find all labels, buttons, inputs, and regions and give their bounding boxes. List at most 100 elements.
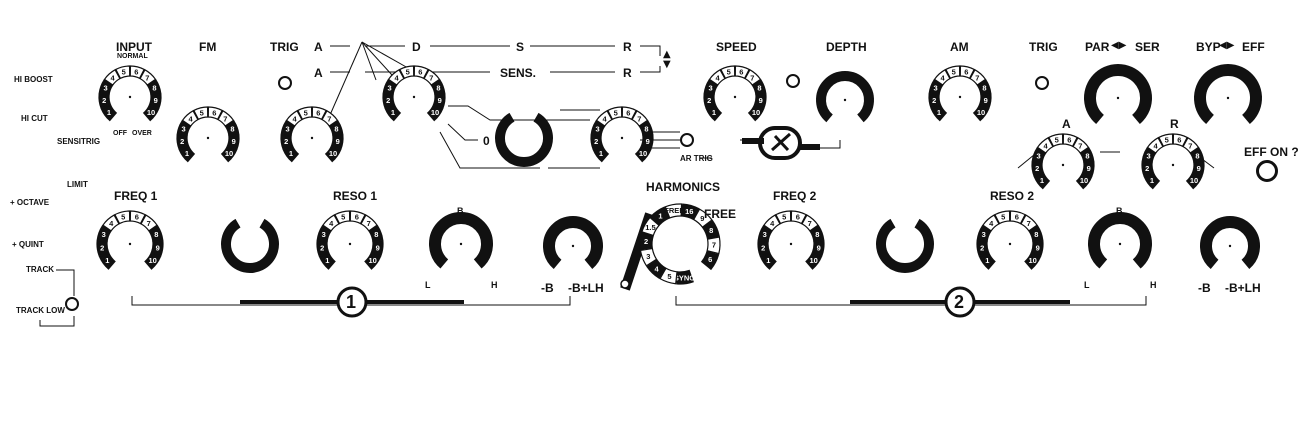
track-led-button[interactable] bbox=[65, 297, 79, 311]
harmonics-segment bbox=[706, 236, 721, 255]
knob-tick-label: 10 bbox=[639, 149, 647, 158]
knob-segment bbox=[759, 252, 777, 270]
knob-tick-label: 6 bbox=[418, 67, 422, 76]
knob-tick-label: 6 bbox=[135, 212, 139, 221]
eff-r-knob[interactable]: 12 345 678 9 10 bbox=[1141, 133, 1205, 190]
left-right-arrow-icon-2: ◀▶ bbox=[1219, 40, 1235, 51]
knob-tick-label: 10 bbox=[225, 149, 233, 158]
free-label: FREE bbox=[704, 207, 737, 221]
fm-knob[interactable]: 12 345 678 9 10 bbox=[176, 106, 240, 163]
freq1-knob[interactable]: 12 345 678 910 bbox=[96, 210, 164, 270]
knob-tick-label: 5 bbox=[727, 67, 731, 76]
lfo-switch-lever-left bbox=[742, 138, 764, 144]
lfo-switch-mark bbox=[771, 132, 791, 152]
speed-label: SPEED bbox=[716, 40, 757, 54]
knob-tick-label: 6 bbox=[1015, 212, 1019, 221]
knob-tick-label: 8 bbox=[1034, 230, 1038, 239]
knob-tick-label: 9 bbox=[336, 137, 340, 146]
envelope-knob[interactable]: 12 345 678 9 10 bbox=[382, 65, 446, 122]
knob-tick-label: 2 bbox=[1145, 164, 1149, 173]
filter2-bass-knob[interactable] bbox=[1200, 216, 1260, 269]
knob-tick-label: 5 bbox=[614, 108, 618, 117]
knob-tick-label: 2 bbox=[932, 96, 936, 105]
knob-arc bbox=[816, 71, 874, 123]
eff-a-knob[interactable]: 12 345 678 9 10 bbox=[1031, 133, 1095, 190]
knob-arc bbox=[1200, 216, 1260, 269]
depth-knob[interactable] bbox=[816, 71, 874, 123]
env-r-label: R bbox=[623, 40, 632, 54]
harmonics-tick-label: 1 bbox=[658, 212, 662, 221]
env-amount-knob[interactable]: +- bbox=[495, 112, 553, 167]
ar-knob[interactable]: 12 345 678 9 10 bbox=[590, 106, 654, 163]
knob-center-dot bbox=[843, 98, 847, 102]
knob-tick-label: 1 bbox=[766, 256, 770, 265]
harmonics-tick-label: 4 bbox=[655, 264, 660, 273]
eff-on-button[interactable] bbox=[1256, 160, 1278, 182]
knob-tick-label: 1 bbox=[1040, 176, 1044, 185]
b-mark: B bbox=[1116, 206, 1123, 216]
octave2-knob[interactable]: +- bbox=[876, 218, 934, 273]
reso2-label: RESO 2 bbox=[990, 189, 1035, 203]
knob-tick-label: 6 bbox=[1177, 135, 1181, 144]
am-knob[interactable]: 12 345 678 9 10 bbox=[928, 65, 992, 122]
knob-segment bbox=[129, 210, 146, 225]
knob-center-dot bbox=[1116, 96, 1120, 100]
input-knob[interactable]: 12 345 678 9 10 bbox=[98, 65, 162, 122]
knob-tick-label: 5 bbox=[121, 212, 125, 221]
freq2-knob[interactable]: 12 345 678 910 bbox=[757, 210, 825, 270]
knob-tick-label: 4 bbox=[293, 114, 298, 123]
trig-knob[interactable]: 12 345 678 9 10 bbox=[280, 106, 344, 163]
env-d-label: D bbox=[412, 40, 421, 54]
knob-tick-label: 8 bbox=[230, 125, 234, 134]
ar-trig-label: AR TRIG bbox=[680, 154, 713, 163]
knob-tick-label: 3 bbox=[933, 84, 937, 93]
knob-segment bbox=[148, 225, 164, 242]
ar-trig-led-button[interactable] bbox=[680, 133, 694, 147]
trig-led-button[interactable] bbox=[278, 76, 292, 90]
knob-tick-label: 6 bbox=[739, 67, 743, 76]
filter2-mode-knob[interactable] bbox=[1088, 212, 1152, 269]
harmonics-segment bbox=[659, 267, 678, 285]
knob-tick-label: 9 bbox=[1036, 243, 1040, 252]
lfo-switch[interactable] bbox=[742, 126, 820, 160]
knob-tick-label: 3 bbox=[103, 84, 107, 93]
knob-tick-label: 10 bbox=[148, 256, 156, 265]
reso1-knob[interactable]: 12 345 678 910 bbox=[316, 210, 384, 270]
knob-arc bbox=[1088, 212, 1152, 269]
sens-label: SENS. bbox=[500, 66, 537, 80]
byp-eff-knob[interactable] bbox=[1194, 64, 1262, 125]
par-ser-knob[interactable] bbox=[1084, 64, 1152, 125]
knob-segment bbox=[976, 225, 992, 242]
knob-tick-label: 10 bbox=[1028, 256, 1036, 265]
speed-led-button[interactable] bbox=[786, 74, 800, 88]
speed-knob[interactable]: 12 345 678 9 10 bbox=[703, 65, 767, 122]
knob-segment bbox=[364, 252, 382, 270]
knob-center-dot bbox=[571, 244, 575, 248]
knob-tick-label: 7 bbox=[750, 73, 754, 82]
plus-mark: + bbox=[270, 229, 276, 241]
env-a-label: A bbox=[314, 40, 323, 54]
knob-segment bbox=[801, 214, 819, 232]
knob-tick-label: 8 bbox=[436, 84, 440, 93]
knob-tick-label: 4 bbox=[770, 219, 775, 228]
knob-tick-label: 7 bbox=[147, 219, 151, 228]
harmonics-tick-label: 9 bbox=[700, 214, 704, 223]
knob-tick-label: 2 bbox=[761, 243, 765, 252]
octave1-knob[interactable]: +- bbox=[221, 218, 279, 273]
filter1-bass-knob[interactable] bbox=[543, 216, 603, 269]
knob-segment bbox=[368, 225, 384, 242]
knob-tick-label: 4 bbox=[716, 73, 721, 82]
knob-segment bbox=[972, 104, 990, 122]
filter1-mode-knob[interactable] bbox=[429, 212, 493, 269]
knob-segment bbox=[322, 214, 340, 232]
env2-r-label: R bbox=[623, 66, 632, 80]
knob-tick-label: 8 bbox=[982, 84, 986, 93]
knob-tick-label: 10 bbox=[431, 108, 439, 117]
minus-b-plus-lh-label-2: -B+LH bbox=[1225, 281, 1261, 295]
harmonics-segment bbox=[681, 203, 700, 221]
reso2-knob[interactable]: 12 345 678 910 bbox=[976, 210, 1044, 270]
trig2-led-button[interactable] bbox=[1035, 76, 1049, 90]
minus-b-label: -B bbox=[541, 281, 554, 295]
